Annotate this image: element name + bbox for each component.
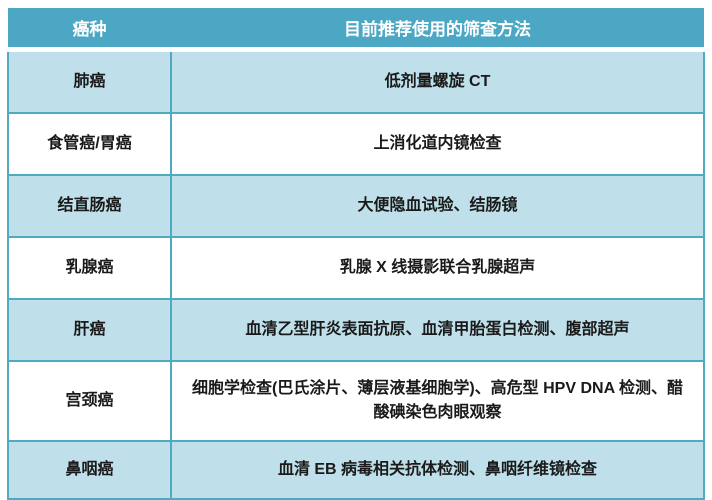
table-row: 宫颈癌 细胞学检查(巴氏涂片、薄层液基细胞学)、高危型 HPV DNA 检测、醋… [7,360,705,442]
cancer-type-cell: 结直肠癌 [7,174,172,238]
screening-table: 癌种 目前推荐使用的筛查方法 肺癌 低剂量螺旋 CT 食管癌/胃癌 上消化道内镜… [7,8,705,500]
cancer-type-cell: 乳腺癌 [7,236,172,300]
table-row: 肝癌 血清乙型肝炎表面抗原、血清甲胎蛋白检测、腹部超声 [7,298,705,362]
screening-method-cell: 细胞学检查(巴氏涂片、薄层液基细胞学)、高危型 HPV DNA 检测、醋酸碘染色… [170,360,705,442]
cancer-type-cell: 肺癌 [7,48,172,114]
screening-method-cell: 血清乙型肝炎表面抗原、血清甲胎蛋白检测、腹部超声 [170,298,705,362]
table-row: 食管癌/胃癌 上消化道内镜检查 [7,112,705,176]
screening-method-cell: 血清 EB 病毒相关抗体检测、鼻咽纤维镜检查 [170,440,705,500]
cancer-type-cell: 宫颈癌 [7,360,172,442]
table-row: 乳腺癌 乳腺 X 线摄影联合乳腺超声 [7,236,705,300]
cancer-type-cell: 食管癌/胃癌 [7,112,172,176]
table-header: 癌种 目前推荐使用的筛查方法 [8,8,704,52]
header-row: 癌种 目前推荐使用的筛查方法 [8,8,704,52]
header-cancer-type: 癌种 [8,8,171,52]
table-row: 结直肠癌 大便隐血试验、结肠镜 [7,174,705,238]
page: 癌种 目前推荐使用的筛查方法 肺癌 低剂量螺旋 CT 食管癌/胃癌 上消化道内镜… [7,8,705,500]
cancer-type-cell: 肝癌 [7,298,172,362]
screening-method-cell: 大便隐血试验、结肠镜 [170,174,705,238]
screening-method-cell: 低剂量螺旋 CT [170,48,705,114]
screening-method-cell: 上消化道内镜检查 [170,112,705,176]
cancer-type-cell: 鼻咽癌 [7,440,172,500]
screening-method-cell: 乳腺 X 线摄影联合乳腺超声 [170,236,705,300]
header-screening-method: 目前推荐使用的筛查方法 [171,8,704,52]
table-row: 肺癌 低剂量螺旋 CT [7,48,705,114]
table-row: 鼻咽癌 血清 EB 病毒相关抗体检测、鼻咽纤维镜检查 [7,440,705,500]
